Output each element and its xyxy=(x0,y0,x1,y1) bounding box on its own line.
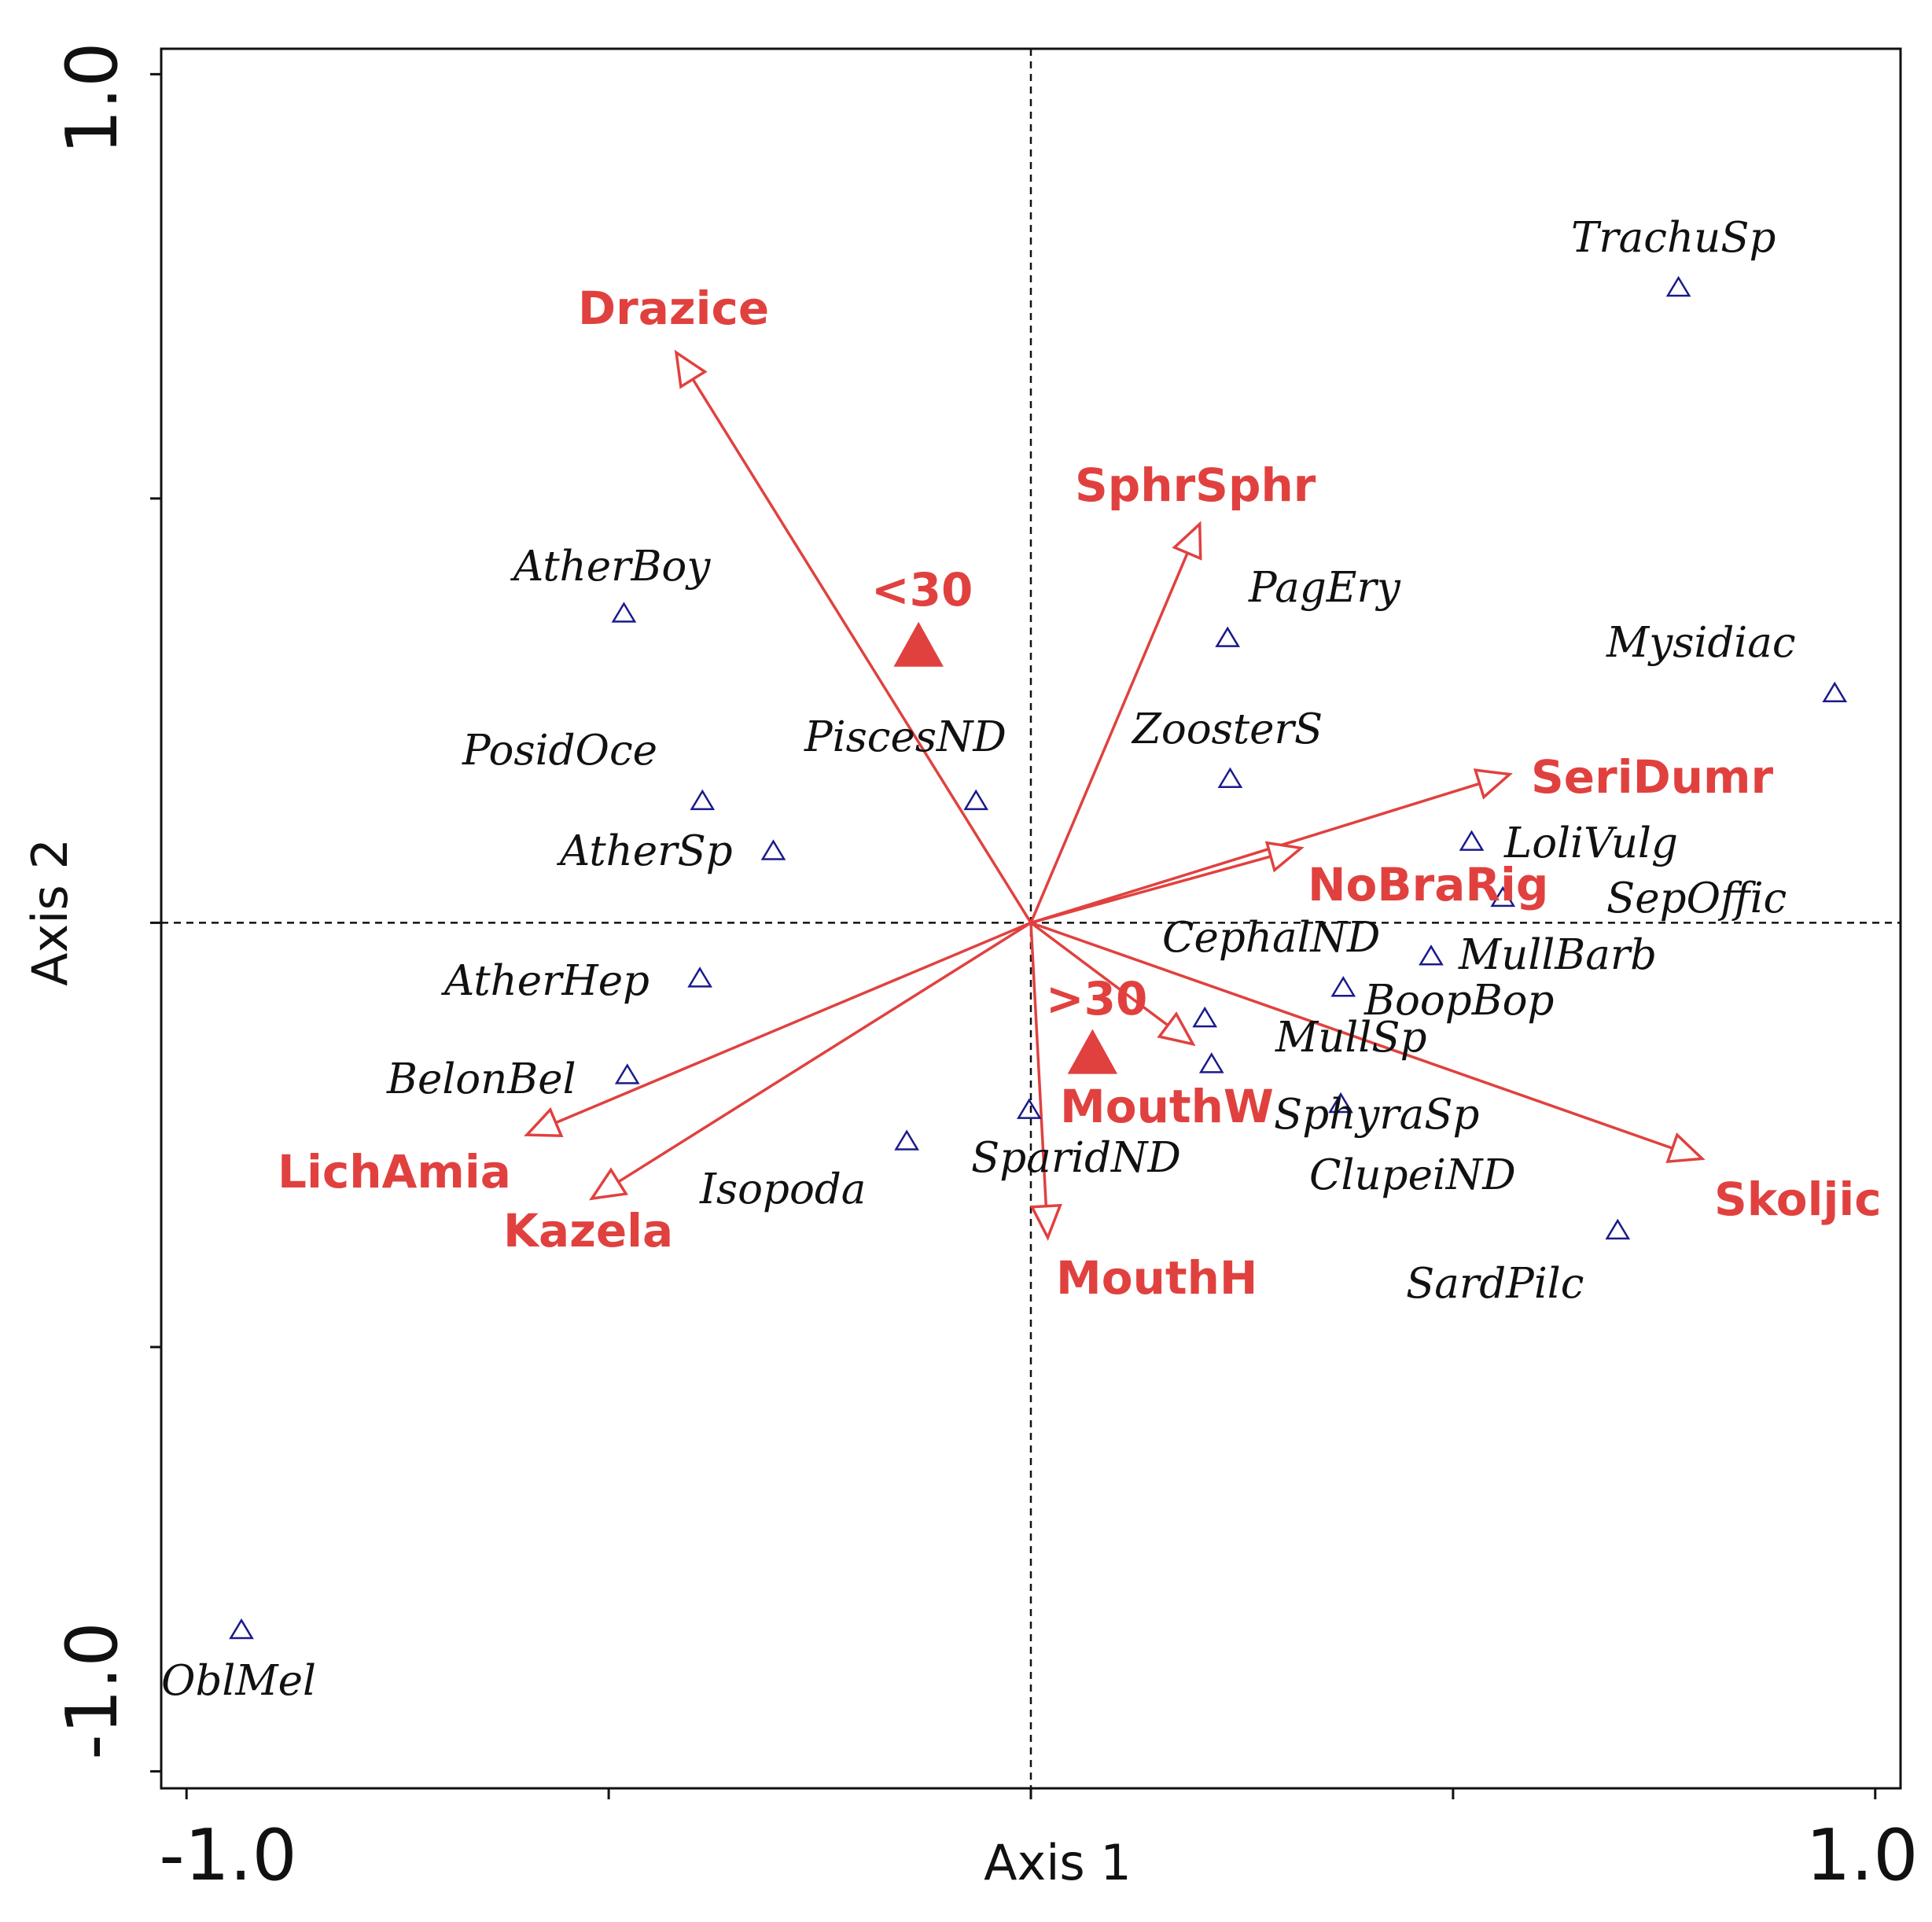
species-label: LoliVulg xyxy=(1503,819,1678,867)
species-label: SardPilc xyxy=(1406,1260,1584,1308)
variable-label: <30 xyxy=(871,563,973,617)
variable-label: MouthH xyxy=(1056,1251,1257,1305)
y-tick-label-top: 1.0 xyxy=(51,42,134,154)
centroid-marker-under-30 xyxy=(893,621,944,667)
species-label: SepOffic xyxy=(1606,874,1787,922)
vector-kazela xyxy=(617,921,1032,1184)
variable-label: MouthW xyxy=(1060,1080,1274,1133)
species-point-piscesnd xyxy=(963,789,989,811)
species-label: SphyraSp xyxy=(1274,1091,1479,1139)
arrowhead-skoljic xyxy=(1665,1132,1706,1164)
y-tick-label-bottom: -1.0 xyxy=(51,1622,134,1760)
arrowhead-drazice xyxy=(674,349,708,389)
species-point-oblmel xyxy=(229,1618,254,1640)
arrowhead-mouthh xyxy=(1029,1203,1062,1241)
x-tick-label-left: -1.0 xyxy=(159,1814,297,1897)
species-point-clupeind xyxy=(1605,1218,1631,1240)
species-point-atherhep xyxy=(687,967,712,988)
arrowhead-lichamia xyxy=(524,1106,564,1138)
species-point-trachusp xyxy=(1665,275,1691,297)
vector-sphrsphr xyxy=(1029,552,1189,924)
species-label: AtherBoy xyxy=(510,543,711,591)
variable-label: NoBraRig xyxy=(1308,858,1548,911)
species-point-atherboy xyxy=(611,602,637,623)
species-point-cephalnd xyxy=(1330,976,1356,997)
species-label: PosidOce xyxy=(462,727,657,775)
y-axis-title: Axis 2 xyxy=(21,838,79,986)
vector-nobrarig xyxy=(1030,855,1271,925)
arrowhead-seridumr xyxy=(1473,768,1513,800)
species-label: MullBarb xyxy=(1458,931,1657,979)
arrowhead-sphrsphr xyxy=(1172,521,1202,561)
species-label: ZoosterS xyxy=(1131,705,1323,753)
variable-label: Drazice xyxy=(578,282,769,335)
species-label: AtherHep xyxy=(440,957,650,1005)
species-point-mullsp xyxy=(1198,1052,1224,1073)
species-label: Isopoda xyxy=(699,1165,866,1213)
species-label: BelonBel xyxy=(386,1055,576,1103)
vector-skoljic xyxy=(1030,921,1673,1150)
vector-mouthh xyxy=(1029,922,1048,1206)
species-point-sparidnd xyxy=(1016,1098,1042,1119)
species-point-belonbel xyxy=(614,1063,640,1084)
vector-mouthw xyxy=(1029,921,1169,1027)
species-point-isopoda xyxy=(894,1129,920,1151)
species-label: PiscesND xyxy=(804,713,1006,761)
variable-label: SeriDumr xyxy=(1531,750,1773,804)
vector-drazice xyxy=(691,378,1032,924)
species-point-athersp xyxy=(760,839,786,860)
arrowhead-mouthw xyxy=(1157,1011,1196,1047)
species-labels: TrachuSp AtherBoy PagEry Mysidiac PosidO… xyxy=(161,214,1796,1705)
arrowhead-kazela xyxy=(589,1167,628,1201)
x-axis-title: Axis 1 xyxy=(984,1834,1132,1891)
centroid-markers xyxy=(893,621,1118,1074)
species-point-sepoffic xyxy=(1490,886,1516,908)
vector-lichamia xyxy=(555,921,1032,1125)
species-label: BoopBop xyxy=(1363,977,1554,1025)
species-point-boopbop xyxy=(1192,1006,1218,1028)
vector-seridumr xyxy=(1030,782,1481,925)
centroid-marker-over-30 xyxy=(1067,1029,1118,1074)
species-label: AtherSp xyxy=(556,827,733,875)
species-point-lolivulg xyxy=(1459,830,1485,851)
species-point-pagery xyxy=(1215,626,1241,647)
variable-label: >30 xyxy=(1046,972,1147,1025)
variable-label: LichAmia xyxy=(278,1145,511,1198)
species-label: CephalND xyxy=(1162,914,1380,962)
variable-label: Kazela xyxy=(503,1204,673,1257)
variable-labels: Drazice SphrSphr SeriDumr NoBraRig Skolj… xyxy=(278,282,1882,1305)
species-label: ClupeiND xyxy=(1309,1151,1516,1199)
species-label: MullSp xyxy=(1275,1014,1427,1062)
species-label: PagEry xyxy=(1248,564,1401,612)
species-point-sphyrasp xyxy=(1328,1092,1353,1114)
arrowhead-nobrarig xyxy=(1264,841,1305,873)
species-label: SparidND xyxy=(971,1134,1181,1182)
variable-label: SphrSphr xyxy=(1075,458,1316,512)
x-tick-label-right: 1.0 xyxy=(1805,1814,1918,1897)
species-point-zoosters xyxy=(1217,767,1243,789)
species-label: OblMel xyxy=(161,1657,316,1705)
environmental-vectors xyxy=(524,349,1706,1241)
axis-ticks xyxy=(150,72,1877,1799)
species-label: TrachuSp xyxy=(1571,214,1776,262)
species-point-mullbarb xyxy=(1419,944,1444,966)
species-points xyxy=(229,275,1848,1640)
species-point-posidoce xyxy=(690,789,716,811)
species-point-mysidiac xyxy=(1822,681,1848,703)
variable-label: Skoljic xyxy=(1714,1173,1882,1226)
species-label: Mysidiac xyxy=(1606,619,1796,667)
